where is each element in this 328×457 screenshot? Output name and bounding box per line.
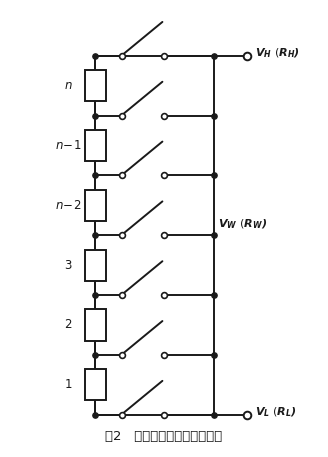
- Text: 图2   数字电位器内部电路原理: 图2 数字电位器内部电路原理: [105, 430, 223, 443]
- Text: $\bfit{V}_{\bfit{L}}$ $(\bfit{R}_{\bfit{L}})$: $\bfit{V}_{\bfit{L}}$ $(\bfit{R}_{\bfit{…: [255, 406, 297, 419]
- Text: 1: 1: [64, 378, 72, 391]
- Text: $\bfit{V}_{\bfit{H}}$ $(\bfit{R}_{\bfit{H}})$: $\bfit{V}_{\bfit{H}}$ $(\bfit{R}_{\bfit{…: [255, 47, 300, 60]
- Bar: [85, 130, 106, 161]
- Text: $n\!-\!1$: $n\!-\!1$: [55, 139, 81, 152]
- Text: 2: 2: [64, 319, 72, 331]
- Text: 3: 3: [64, 259, 72, 271]
- Text: $n$: $n$: [64, 79, 72, 92]
- Text: $n\!-\!2$: $n\!-\!2$: [55, 199, 81, 212]
- Text: $\bfit{V}_{\bfit{W}}$ $(\bfit{R}_{\bfit{W}})$: $\bfit{V}_{\bfit{W}}$ $(\bfit{R}_{\bfit{…: [218, 217, 267, 231]
- Bar: [85, 250, 106, 281]
- Bar: [85, 190, 106, 221]
- Bar: [85, 309, 106, 340]
- Bar: [85, 369, 106, 400]
- Bar: [85, 70, 106, 101]
